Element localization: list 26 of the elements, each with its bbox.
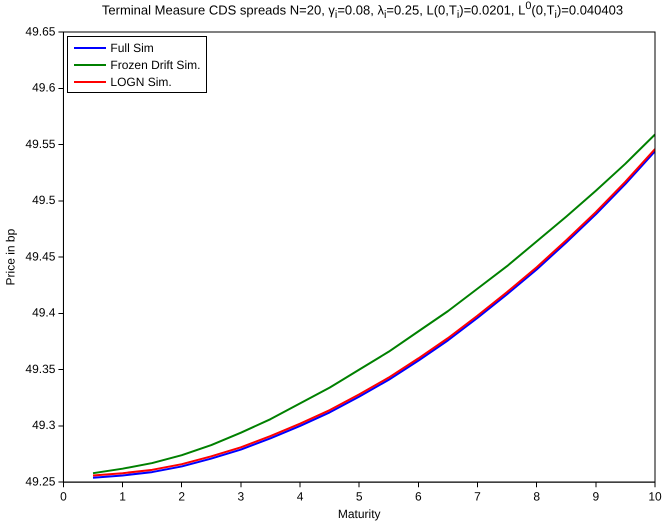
x-tick-label: 7 xyxy=(474,490,482,504)
x-tick-label: 2 xyxy=(178,490,186,504)
x-tick-label: 9 xyxy=(592,490,600,504)
x-tick-label: 4 xyxy=(296,490,304,504)
y-tick-label: 49.6 xyxy=(32,80,56,95)
x-tick-label: 8 xyxy=(533,490,540,504)
x-tick-label: 0 xyxy=(60,490,68,504)
chart-title: Terminal Measure CDS spreads N=20, γ$_{i}$=0.08, λ$_{i}$=0.25, L(0,T$_{i}$)=0.0201, L$^{0}$(0,T$_{i}$)=0.040403 xyxy=(102,0,624,21)
x-tick-label: 5 xyxy=(356,490,363,504)
y-tick-label: 49.45 xyxy=(25,249,56,264)
x-axis-title: Maturity xyxy=(338,507,381,522)
legend-label: Full Sim xyxy=(110,40,154,54)
legend-label: Frozen Drift Sim. xyxy=(110,58,200,72)
x-tick-label: 6 xyxy=(415,490,422,504)
x-tick-label: 1 xyxy=(119,490,126,504)
y-axis-title: Price in bp xyxy=(4,228,18,286)
y-tick-label: 49.4 xyxy=(32,306,56,320)
y-tick-label: 49.35 xyxy=(25,362,56,376)
y-tick-label: 49.65 xyxy=(25,24,56,38)
x-tick-label: 10 xyxy=(648,490,662,504)
y-tick-label: 49.3 xyxy=(32,418,56,432)
y-tick-label: 49.55 xyxy=(25,136,56,151)
y-tick-label: 49.5 xyxy=(32,193,56,208)
y-tick-label: 49.25 xyxy=(25,474,56,489)
legend-label: LOGN Sim. xyxy=(110,74,172,88)
x-tick-label: 3 xyxy=(238,490,245,504)
